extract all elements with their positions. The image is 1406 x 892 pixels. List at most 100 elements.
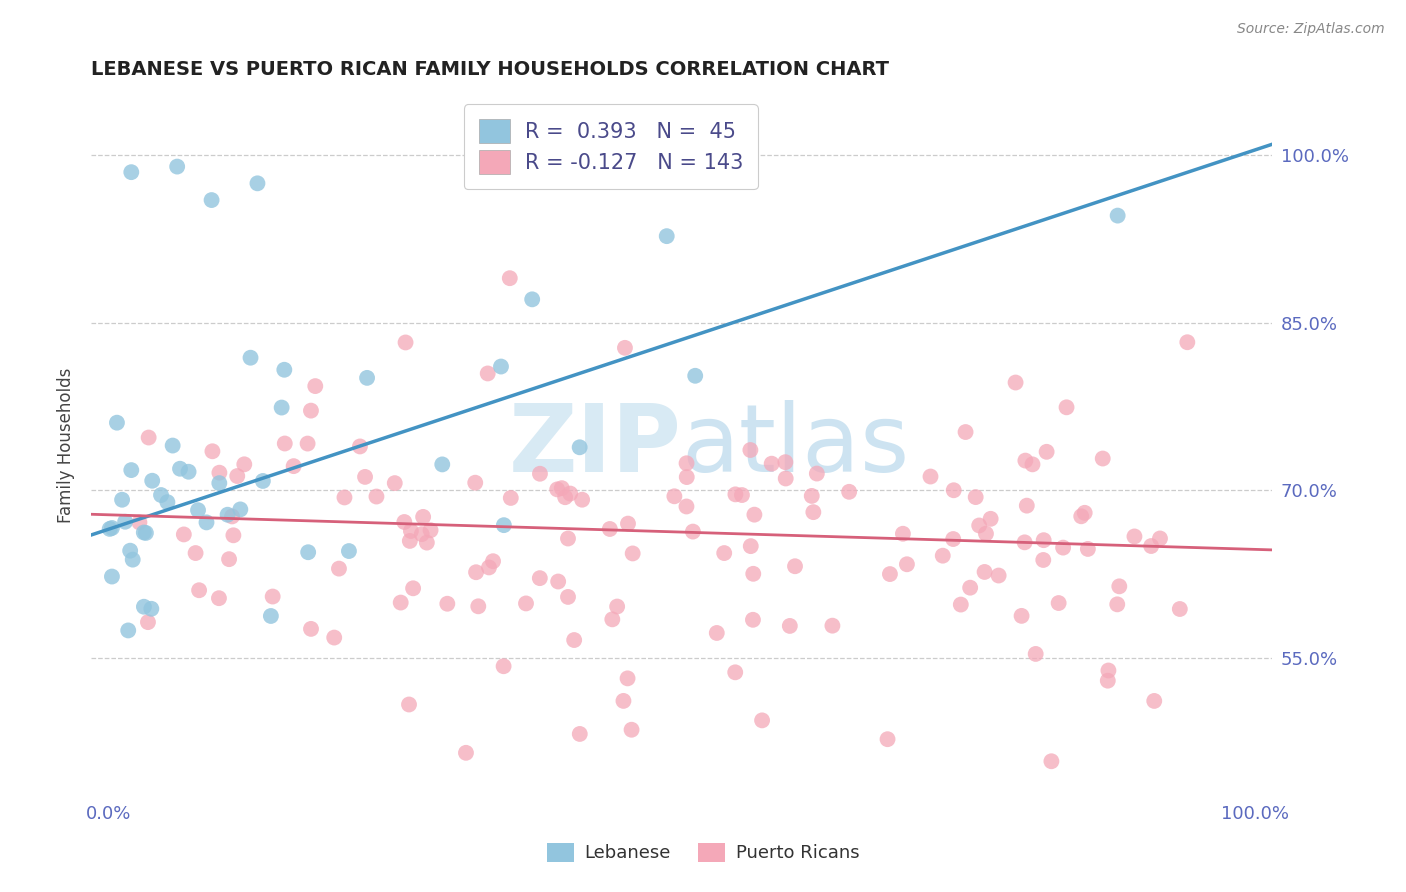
Point <box>1056 401 1078 415</box>
Point <box>121 552 143 566</box>
Point <box>208 466 231 480</box>
Point <box>599 522 621 536</box>
Point <box>177 465 200 479</box>
Point <box>761 457 783 471</box>
Point <box>419 523 441 537</box>
Point <box>779 619 801 633</box>
Point <box>740 442 762 457</box>
Point <box>98 522 121 536</box>
Point <box>111 492 134 507</box>
Point <box>394 515 416 529</box>
Point <box>273 363 295 377</box>
Point <box>1175 335 1198 350</box>
Point <box>187 503 209 517</box>
Point <box>169 461 191 475</box>
Point <box>617 516 640 531</box>
Point <box>117 624 139 638</box>
Point <box>571 492 593 507</box>
Point <box>489 359 512 374</box>
Point <box>328 561 350 575</box>
Point <box>682 524 704 539</box>
Point <box>744 508 766 522</box>
Point <box>252 474 274 488</box>
Point <box>389 596 412 610</box>
Point <box>1073 506 1095 520</box>
Point <box>1143 694 1166 708</box>
Point <box>166 160 188 174</box>
Point <box>222 528 245 542</box>
Point <box>675 456 697 470</box>
Point <box>740 539 762 553</box>
Point <box>499 491 522 505</box>
Point <box>1097 664 1119 678</box>
Point <box>218 552 240 566</box>
Point <box>724 487 747 501</box>
Point <box>1014 453 1036 467</box>
Point <box>1091 451 1114 466</box>
Point <box>529 467 551 481</box>
Point <box>783 559 806 574</box>
Point <box>465 566 488 580</box>
Point <box>675 500 697 514</box>
Point <box>891 526 914 541</box>
Point <box>838 484 860 499</box>
Point <box>568 727 591 741</box>
Point <box>492 659 515 673</box>
Point <box>138 431 160 445</box>
Point <box>1047 596 1070 610</box>
Point <box>333 491 356 505</box>
Point <box>464 475 486 490</box>
Point <box>173 527 195 541</box>
Point <box>188 583 211 598</box>
Point <box>208 591 231 606</box>
Point <box>402 582 425 596</box>
Point <box>221 509 243 524</box>
Point <box>101 569 124 583</box>
Point <box>1015 499 1038 513</box>
Point <box>1014 535 1036 549</box>
Point <box>1097 673 1119 688</box>
Point <box>229 502 252 516</box>
Point <box>354 470 377 484</box>
Point <box>1035 445 1057 459</box>
Point <box>208 476 231 491</box>
Point <box>411 527 433 541</box>
Point <box>731 488 754 502</box>
Point <box>283 459 305 474</box>
Point <box>616 672 638 686</box>
Point <box>217 508 239 522</box>
Point <box>800 489 823 503</box>
Point <box>394 335 416 350</box>
Point <box>515 596 537 610</box>
Point <box>775 455 797 469</box>
Point <box>416 535 439 549</box>
Point <box>546 483 568 497</box>
Point <box>1107 598 1129 612</box>
Point <box>477 367 499 381</box>
Point <box>675 470 697 484</box>
Point <box>128 516 150 530</box>
Point <box>801 505 824 519</box>
Point <box>114 515 136 529</box>
Point <box>262 590 284 604</box>
Point <box>1004 376 1026 390</box>
Point <box>562 633 585 648</box>
Point <box>274 436 297 450</box>
Point <box>973 565 995 579</box>
Point <box>323 631 346 645</box>
Point <box>156 495 179 509</box>
Point <box>620 723 643 737</box>
Point <box>201 444 224 458</box>
Point <box>1040 754 1063 768</box>
Point <box>568 440 591 454</box>
Point <box>751 714 773 728</box>
Point <box>959 581 981 595</box>
Point <box>233 458 256 472</box>
Point <box>806 467 828 481</box>
Point <box>299 622 322 636</box>
Point <box>1011 608 1033 623</box>
Point <box>655 229 678 244</box>
Point <box>399 524 422 538</box>
Point <box>551 481 574 495</box>
Point <box>821 618 844 632</box>
